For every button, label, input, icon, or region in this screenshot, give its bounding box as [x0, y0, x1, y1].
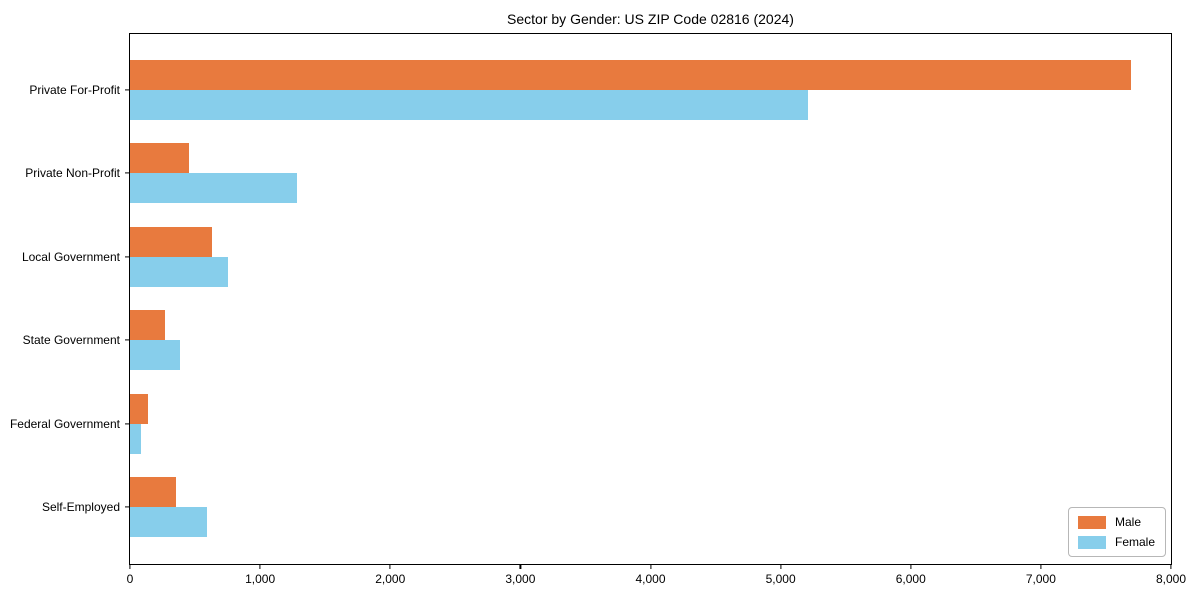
bar-female	[130, 89, 808, 120]
bar-female	[130, 340, 181, 370]
x-tick	[780, 564, 782, 569]
y-tick-label: Private Non-Profit	[25, 166, 120, 180]
legend-item-male: Male	[1077, 515, 1155, 529]
x-tick-label: 0	[126, 572, 134, 586]
x-tick	[519, 564, 521, 569]
legend-label-female: Female	[1114, 535, 1155, 549]
y-tick	[125, 506, 130, 508]
legend-swatch-female	[1077, 535, 1106, 549]
x-tick	[649, 564, 652, 569]
y-tick-label: Federal Government	[9, 416, 120, 431]
x-tick	[1040, 564, 1042, 569]
x-tick-label: 4,000	[635, 572, 666, 586]
bar-male	[130, 477, 176, 507]
y-tick	[125, 255, 130, 258]
x-tick-label: 7,000	[1025, 572, 1056, 586]
x-tick-label: 3,000	[505, 572, 536, 586]
category-row	[130, 393, 1171, 454]
y-tick-label: Private For-Profit	[29, 82, 120, 97]
x-tick	[1170, 564, 1172, 569]
category-row	[130, 310, 1171, 370]
category-row	[130, 143, 1171, 203]
x-tick	[259, 564, 261, 569]
y-tick-label: Local Government	[21, 249, 120, 264]
x-tick-label: 1,000	[245, 572, 276, 586]
chart-title: Sector by Gender: US ZIP Code 02816 (202…	[507, 11, 794, 27]
category-row	[130, 477, 1171, 537]
x-tick	[129, 564, 131, 569]
bar-female	[130, 256, 228, 287]
legend: Male Female	[1067, 507, 1166, 557]
y-tick	[125, 339, 130, 341]
bar-male	[130, 59, 1131, 90]
x-tick-label: 8,000	[1155, 572, 1187, 586]
bar-female	[130, 507, 207, 537]
y-tick-label: State Government	[22, 333, 120, 347]
category-row	[130, 226, 1171, 287]
legend-item-female: Female	[1077, 535, 1155, 549]
y-tick	[125, 422, 130, 425]
x-tick	[389, 564, 391, 569]
y-tick-label: Self-Employed	[41, 500, 120, 514]
x-tick-label: 2,000	[375, 572, 406, 586]
bar-female	[130, 423, 142, 454]
bar-male	[130, 143, 189, 173]
x-tick	[910, 564, 912, 569]
bar-male	[130, 226, 212, 257]
y-tick	[125, 172, 130, 174]
x-tick-label: 6,000	[895, 572, 926, 586]
bar-female	[130, 173, 297, 203]
legend-swatch-male	[1077, 515, 1106, 529]
x-tick-label: 5,000	[765, 572, 796, 586]
category-row	[130, 59, 1171, 120]
plot-area: Private For-Profit Private Non-Profit Loca…	[10, 33, 1186, 586]
legend-label-male: Male	[1114, 515, 1141, 529]
y-tick	[125, 88, 130, 91]
bar-male	[130, 393, 149, 424]
bar-male	[130, 310, 166, 340]
